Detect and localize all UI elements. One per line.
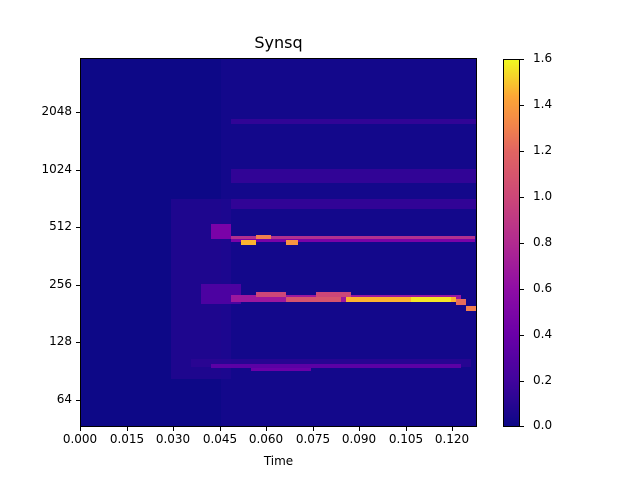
x-tick-mark bbox=[173, 427, 174, 431]
chart-title: Synsq bbox=[254, 33, 303, 52]
colorbar-tick-mark bbox=[520, 426, 524, 427]
colorbar-tick-label: 0.8 bbox=[533, 235, 553, 249]
y-tick-label: 256 bbox=[49, 277, 72, 291]
heatmap-plot-area bbox=[80, 58, 477, 427]
colorbar-tick-label: 1.0 bbox=[533, 189, 553, 203]
colorbar bbox=[503, 59, 520, 427]
colorbar-tick-label: 0.4 bbox=[533, 327, 553, 341]
colorbar-tick-label: 1.4 bbox=[533, 97, 553, 111]
colorbar-tick-mark bbox=[520, 197, 524, 198]
x-tick-mark bbox=[266, 427, 267, 431]
colorbar-tick-label: 0.6 bbox=[533, 281, 553, 295]
colorbar-tick-mark bbox=[520, 381, 524, 382]
colorbar-tick-label: 1.2 bbox=[533, 143, 553, 157]
heatmap-image bbox=[171, 59, 476, 426]
x-axis-label: Time bbox=[263, 454, 294, 468]
y-tick-label: 1024 bbox=[41, 162, 72, 176]
y-tick-label: 2048 bbox=[41, 104, 72, 118]
y-tick-mark bbox=[76, 112, 80, 113]
colorbar-tick-mark bbox=[520, 151, 524, 152]
x-tick-label: 0.060 bbox=[248, 432, 284, 446]
colorbar-tick-mark bbox=[520, 59, 524, 60]
x-tick-label: 0.015 bbox=[109, 432, 145, 446]
x-tick-label: 0.075 bbox=[295, 432, 331, 446]
y-tick-mark bbox=[76, 285, 80, 286]
y-tick-mark bbox=[76, 400, 80, 401]
colorbar-tick-label: 0.0 bbox=[533, 418, 553, 432]
y-tick-label: 512 bbox=[49, 219, 72, 233]
x-tick-mark bbox=[406, 427, 407, 431]
y-tick-mark bbox=[76, 170, 80, 171]
x-tick-label: 0.120 bbox=[434, 432, 470, 446]
colorbar-tick-mark bbox=[520, 289, 524, 290]
y-tick-label: 64 bbox=[56, 392, 72, 406]
colorbar-tick-label: 0.2 bbox=[533, 373, 553, 387]
x-tick-label: 0.045 bbox=[202, 432, 238, 446]
colorbar-tick-mark bbox=[520, 105, 524, 106]
x-tick-mark bbox=[452, 427, 453, 431]
x-tick-mark bbox=[359, 427, 360, 431]
x-tick-label: 0.090 bbox=[341, 432, 377, 446]
colorbar-tick-mark bbox=[520, 335, 524, 336]
x-tick-label: 0.030 bbox=[155, 432, 191, 446]
x-tick-mark bbox=[127, 427, 128, 431]
x-tick-label: 0.000 bbox=[62, 432, 98, 446]
x-tick-mark bbox=[80, 427, 81, 431]
y-tick-mark bbox=[76, 342, 80, 343]
x-tick-mark bbox=[220, 427, 221, 431]
x-tick-mark bbox=[313, 427, 314, 431]
y-tick-mark bbox=[76, 227, 80, 228]
x-tick-label: 0.105 bbox=[388, 432, 424, 446]
colorbar-tick-label: 1.6 bbox=[533, 51, 553, 65]
colorbar-tick-mark bbox=[520, 243, 524, 244]
y-tick-label: 128 bbox=[49, 334, 72, 348]
